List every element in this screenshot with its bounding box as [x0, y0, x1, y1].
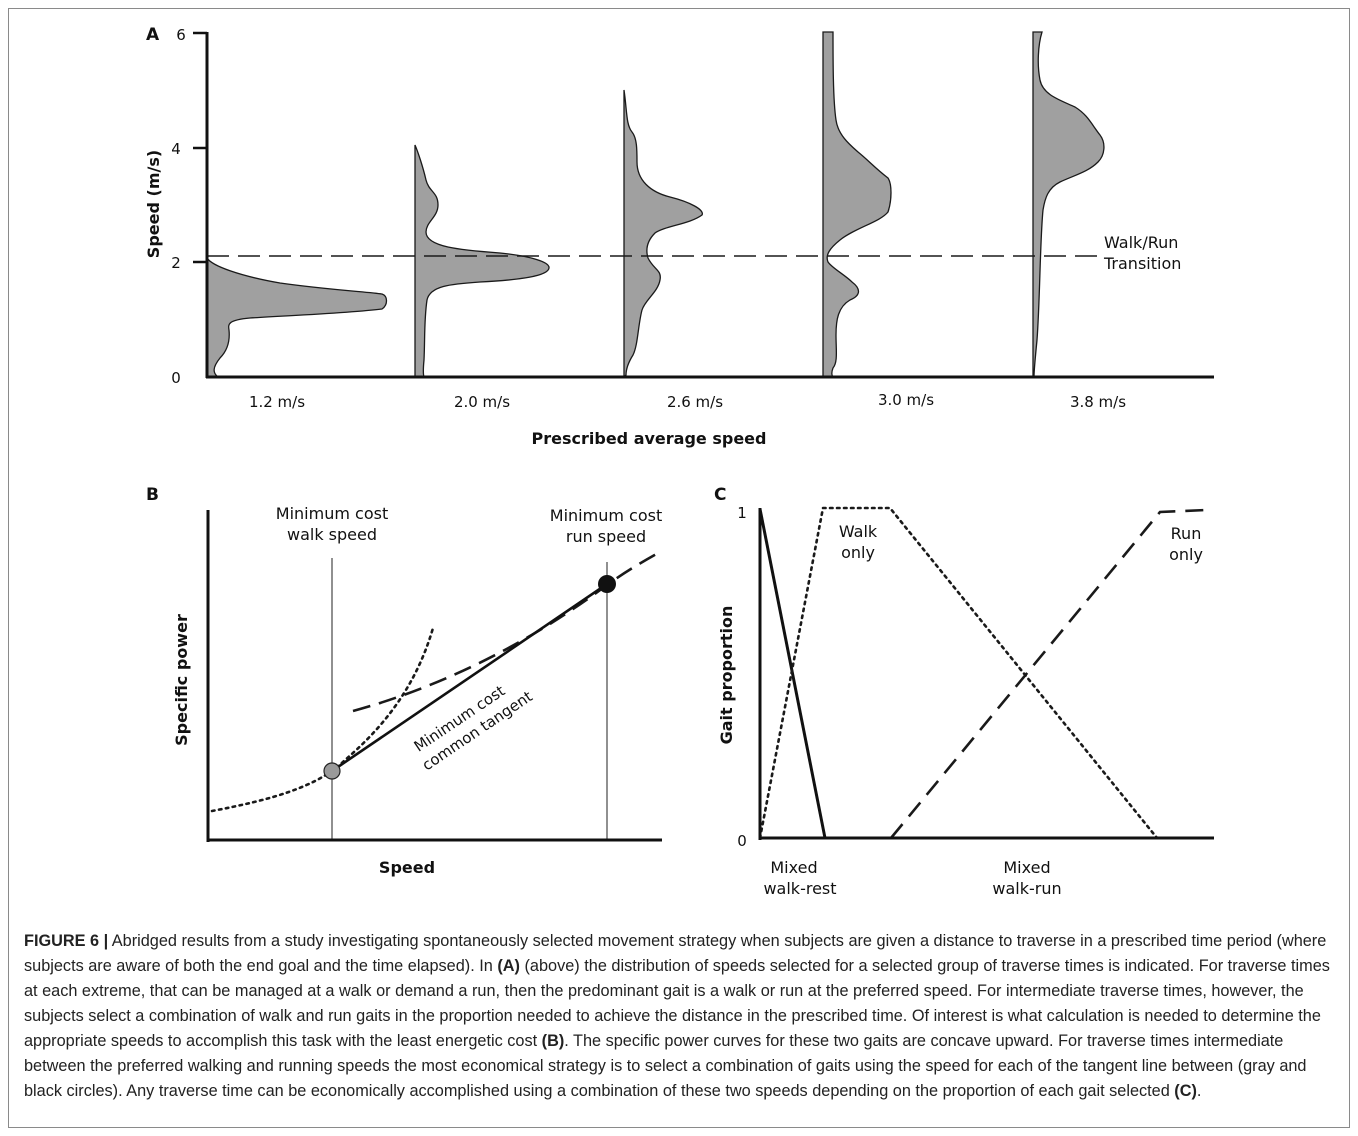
- category-label-1: 1.2 m/s: [249, 393, 305, 411]
- caption-ref-b: (B): [541, 1032, 565, 1050]
- mixed-walk-rest-line-2: walk-rest: [763, 879, 836, 898]
- panel-b-letter: B: [146, 485, 159, 505]
- panel-c-ytick-0: 0: [737, 832, 747, 850]
- y-tick-label-2: 2: [171, 254, 181, 272]
- figure-frame: [8, 8, 1350, 1128]
- caption-text-1: Abridged results from a study investigat…: [24, 932, 1327, 975]
- violin-1-2: [206, 255, 388, 378]
- panel-b-x-label: Speed: [379, 858, 435, 877]
- walk-only-line-2: only: [841, 543, 875, 562]
- walk-power-curve: [210, 626, 435, 813]
- panel-c-letter: C: [714, 485, 726, 505]
- panel-a-y-label: Speed (m/s): [144, 150, 163, 258]
- run-only-line-1: Run: [1171, 524, 1202, 543]
- violin-2-0: [414, 144, 550, 378]
- y-tick-label-0: 0: [171, 369, 181, 387]
- common-tangent-line: [331, 582, 608, 773]
- walk-label-line-1: Minimum cost: [276, 504, 388, 523]
- panel-a: A 0 2 4 6 Speed (m/s) 1.2 m/s 2.0 m/s 2.…: [144, 25, 1214, 448]
- caption-text-2: (above) the distribution of speeds selec…: [24, 957, 1330, 1050]
- caption-text-3: . The specific power curves for these tw…: [24, 1032, 1307, 1100]
- y-tick-label-6: 6: [176, 26, 186, 44]
- caption-ref-a: (A): [497, 957, 520, 975]
- mixed-walk-run-line-2: walk-run: [992, 879, 1061, 898]
- figure-caption: FIGURE 6 | Abridged results from a study…: [24, 929, 1336, 1104]
- walk-proportion-line: [758, 506, 1159, 840]
- walk-min-cost-circle: [323, 762, 341, 780]
- walk-only-line-1: Walk: [839, 522, 878, 541]
- run-label-line-2: run speed: [566, 527, 646, 546]
- panel-a-x-label: Prescribed average speed: [532, 429, 767, 448]
- figure-graphics: A 0 2 4 6 Speed (m/s) 1.2 m/s 2.0 m/s 2.…: [144, 25, 1214, 898]
- run-min-cost-circle: [598, 575, 616, 593]
- run-power-curve: [352, 550, 661, 713]
- tangent-label: Minimum cost common tangent: [411, 682, 536, 775]
- category-label-4: 3.0 m/s: [878, 391, 934, 409]
- run-proportion-line: [889, 508, 1207, 839]
- panel-c-y-label: Gait proportion: [717, 606, 736, 745]
- violin-3-0: [822, 31, 892, 378]
- run-only-line-2: only: [1169, 545, 1203, 564]
- category-label-5: 3.8 m/s: [1070, 393, 1126, 411]
- run-label-line-1: Minimum cost: [550, 506, 662, 525]
- panel-c-ytick-1: 1: [737, 504, 747, 522]
- panel-b-y-label: Specific power: [172, 614, 191, 746]
- caption-ref-c: (C): [1174, 1082, 1197, 1100]
- y-tick-label-4: 4: [171, 140, 181, 158]
- violin-2-6: [623, 89, 703, 379]
- mixed-walk-rest-line-1: Mixed: [770, 858, 817, 877]
- transition-label-line-1: Walk/Run: [1104, 233, 1178, 252]
- panel-c: C 1 0 Gait proportion Walk only Run only…: [714, 485, 1214, 898]
- caption-label: FIGURE 6 |: [24, 932, 109, 950]
- mixed-walk-run-line-1: Mixed: [1003, 858, 1050, 877]
- transition-label-line-2: Transition: [1103, 254, 1181, 273]
- panel-a-letter: A: [146, 25, 160, 45]
- category-label-3: 2.6 m/s: [667, 393, 723, 411]
- caption-text-4: .: [1196, 1082, 1202, 1100]
- violin-3-8: [1032, 31, 1105, 378]
- violins: [206, 31, 1105, 379]
- panel-b: B Minimum cost walk speed Minimum cost r…: [146, 485, 662, 877]
- category-label-2: 2.0 m/s: [454, 393, 510, 411]
- walk-label-line-2: walk speed: [287, 525, 377, 544]
